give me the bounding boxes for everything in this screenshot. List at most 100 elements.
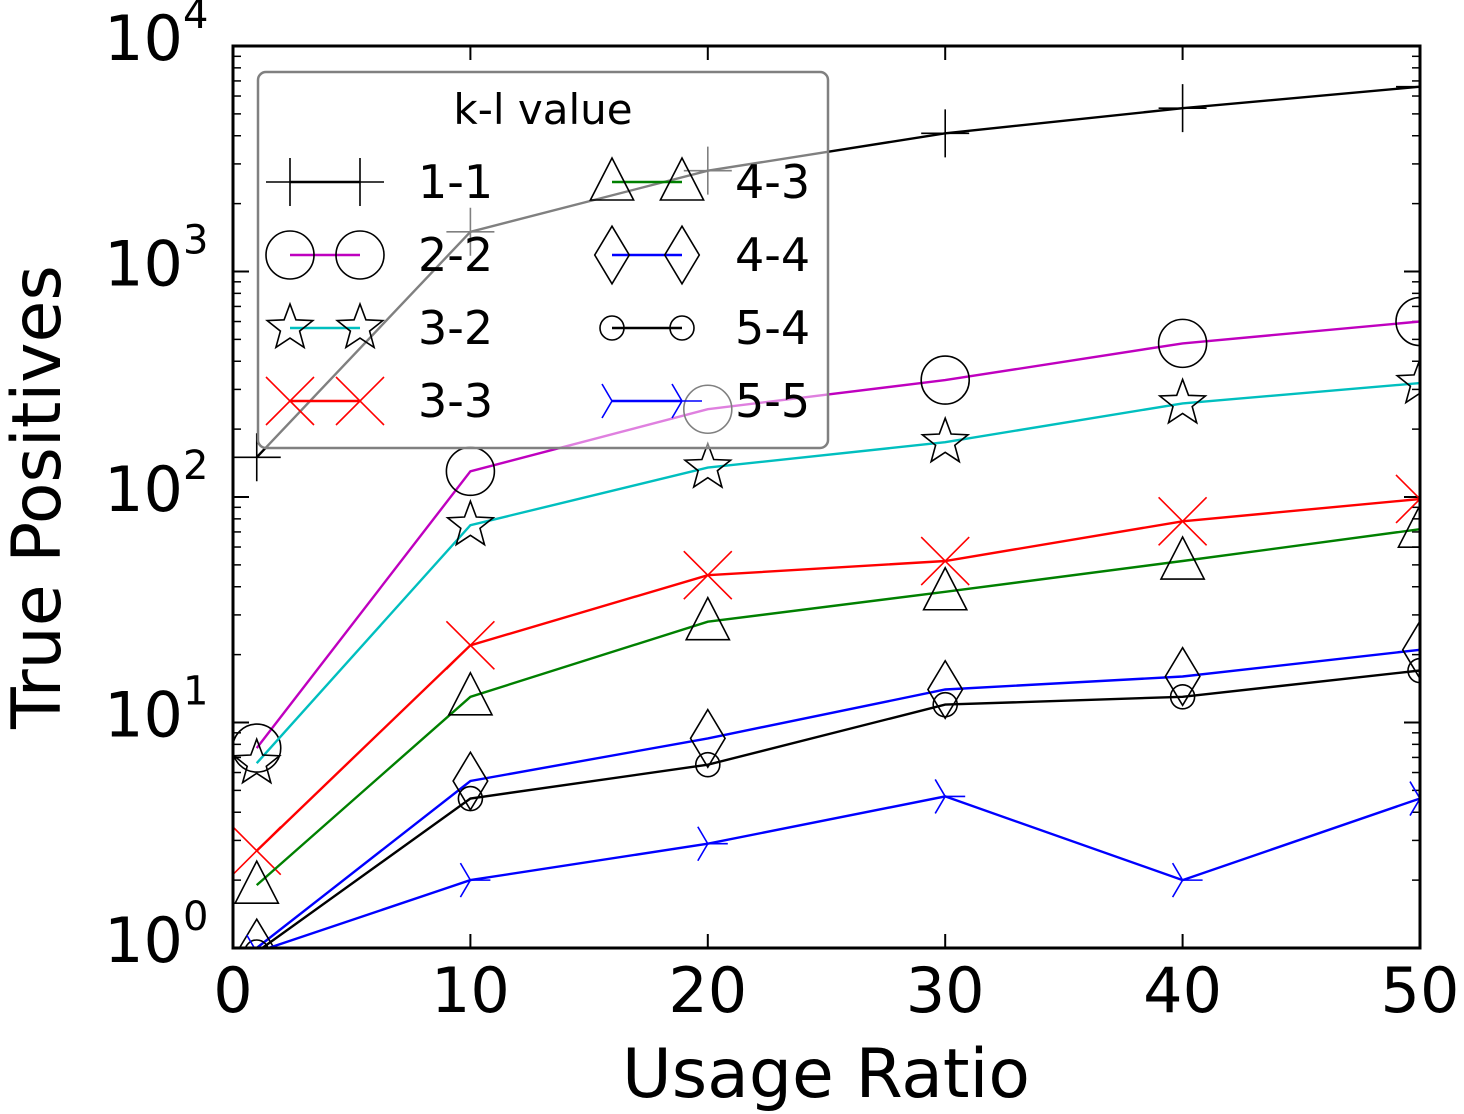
data-point bbox=[1409, 781, 1420, 816]
data-point bbox=[922, 566, 969, 611]
data-point bbox=[684, 595, 731, 641]
legend-item-1-1: 1-1 bbox=[266, 155, 493, 209]
data-point bbox=[1159, 535, 1206, 580]
series-4-3 bbox=[233, 503, 1420, 904]
data-point bbox=[921, 109, 970, 158]
y-tick-exponent: 2 bbox=[183, 443, 208, 489]
data-point bbox=[932, 691, 959, 718]
data-point bbox=[1171, 862, 1203, 898]
data-point bbox=[697, 826, 728, 862]
y-tick-label: 10 bbox=[104, 904, 183, 977]
series-line bbox=[260, 669, 1420, 948]
series-3-3 bbox=[233, 474, 1420, 876]
legend-marker bbox=[671, 383, 702, 419]
legend-item-5-5: 5-5 bbox=[601, 374, 810, 428]
legend-marker bbox=[266, 158, 314, 206]
y-tick-label: 10 bbox=[104, 228, 183, 301]
legend-marker bbox=[335, 301, 385, 350]
legend-label: 1-1 bbox=[418, 155, 493, 209]
data-point bbox=[233, 736, 282, 785]
series-line bbox=[255, 381, 1420, 765]
series-5-5 bbox=[246, 779, 1420, 948]
data-point bbox=[682, 441, 733, 489]
legend-item-4-4: 4-4 bbox=[593, 224, 810, 286]
data-point bbox=[920, 536, 970, 586]
data-point bbox=[1407, 657, 1420, 684]
data-point bbox=[233, 826, 282, 876]
legend-label: 3-2 bbox=[418, 301, 493, 355]
legend-marker bbox=[335, 230, 385, 280]
legend-item-3-2: 3-2 bbox=[265, 301, 493, 355]
data-point bbox=[1158, 84, 1207, 133]
legend-marker bbox=[669, 315, 695, 341]
data-point bbox=[447, 671, 494, 716]
y-axis-title: True Positives bbox=[0, 265, 77, 730]
data-point bbox=[459, 862, 491, 898]
data-point bbox=[1397, 503, 1420, 548]
data-point bbox=[1395, 356, 1420, 405]
legend-label: 4-3 bbox=[735, 155, 810, 209]
legend-marker bbox=[336, 158, 384, 206]
legend-label: 4-4 bbox=[735, 228, 810, 282]
data-point bbox=[238, 917, 275, 948]
data-point bbox=[233, 859, 280, 904]
legend-marker bbox=[593, 224, 631, 286]
data-point bbox=[1396, 62, 1420, 111]
series-line bbox=[255, 648, 1420, 948]
x-tick-label: 30 bbox=[906, 954, 985, 1027]
x-axis-title: Usage Ratio bbox=[622, 1035, 1030, 1114]
legend-title: k-l value bbox=[453, 85, 632, 134]
legend-marker bbox=[265, 230, 315, 280]
series-line bbox=[264, 795, 1420, 948]
x-tick-label: 0 bbox=[213, 954, 252, 1027]
data-point bbox=[1395, 474, 1420, 524]
data-point bbox=[926, 659, 964, 720]
data-point bbox=[233, 433, 281, 482]
series-line bbox=[255, 528, 1420, 887]
legend: k-l value 1-1 2-2 3-2 3-3 4-3 4-4 5-4 5-5 bbox=[256, 70, 830, 450]
series-3-2 bbox=[233, 356, 1420, 785]
data-point bbox=[457, 785, 484, 812]
legend-item-5-4: 5-4 bbox=[599, 301, 810, 355]
y-tick-exponent: 1 bbox=[183, 669, 208, 715]
x-tick-label: 40 bbox=[1143, 954, 1222, 1027]
legend-marker bbox=[265, 301, 315, 350]
legend-marker bbox=[601, 383, 632, 419]
legend-label: 5-5 bbox=[735, 374, 810, 428]
data-point bbox=[246, 934, 256, 948]
legend-marker bbox=[589, 156, 635, 201]
y-tick-label: 10 bbox=[104, 453, 183, 526]
data-point bbox=[445, 620, 495, 670]
x-tick-label: 50 bbox=[1381, 954, 1460, 1027]
data-point bbox=[1157, 318, 1208, 369]
data-point bbox=[934, 779, 966, 814]
data-point bbox=[445, 498, 496, 547]
data-point bbox=[694, 751, 721, 778]
data-point bbox=[920, 355, 971, 405]
data-point bbox=[920, 415, 971, 464]
legend-marker bbox=[663, 224, 701, 286]
x-tick-label: 10 bbox=[431, 954, 510, 1027]
series-4-4 bbox=[238, 619, 1420, 948]
y-tick-exponent: 0 bbox=[183, 894, 208, 940]
y-tick-label: 10 bbox=[104, 2, 183, 75]
data-point bbox=[683, 550, 733, 600]
data-point bbox=[1164, 646, 1201, 707]
y-tick-exponent: 3 bbox=[183, 218, 208, 264]
legend-item-2-2: 2-2 bbox=[265, 228, 493, 282]
data-point bbox=[233, 723, 282, 773]
legend-item-4-3: 4-3 bbox=[589, 155, 810, 209]
data-point bbox=[1158, 496, 1208, 546]
data-point bbox=[244, 939, 269, 948]
legend-marker bbox=[599, 315, 625, 341]
x-tick-label: 20 bbox=[668, 954, 747, 1027]
data-point bbox=[1395, 296, 1420, 347]
legend-label: 5-4 bbox=[735, 301, 810, 355]
series-line bbox=[255, 497, 1420, 852]
legend-label: 2-2 bbox=[418, 228, 493, 282]
legend-marker bbox=[265, 376, 315, 426]
legend-marker bbox=[335, 376, 385, 426]
data-point bbox=[1157, 377, 1208, 425]
